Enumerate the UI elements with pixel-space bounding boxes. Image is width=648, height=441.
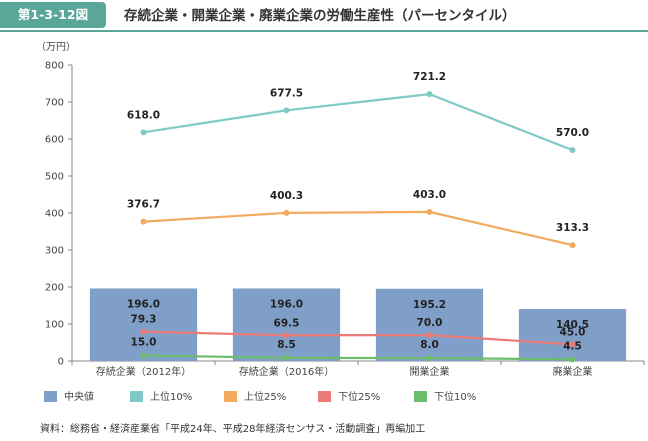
figure-header: 第1-3-12図 存続企業・開業企業・廃業企業の労働生産性（パーセンタイル） <box>0 0 648 30</box>
line-data-label: 15.0 <box>131 336 157 348</box>
series-point <box>569 147 576 154</box>
y-tick-label: 700 <box>45 98 64 109</box>
series-line <box>143 330 573 346</box>
legend-swatch <box>318 391 331 402</box>
y-tick-label: 200 <box>45 283 64 294</box>
series-point <box>140 352 147 359</box>
line-data-label: 70.0 <box>417 317 443 329</box>
figure-title: 存続企業・開業企業・廃業企業の労働生産性（パーセンタイル） <box>124 8 516 24</box>
legend-item: 上位25% <box>224 389 286 407</box>
figure-number-badge: 第1-3-12図 <box>0 2 106 28</box>
y-tick-label: 400 <box>45 209 64 220</box>
series-point <box>140 328 147 335</box>
y-tick-label: 800 <box>45 61 64 72</box>
y-tick-label: 100 <box>45 320 64 331</box>
line-data-label: 403.0 <box>413 189 446 201</box>
legend-item: 中央値 <box>44 389 94 407</box>
source-note: 資料：総務省・経済産業省「平成24年、平成28年経済センサス・活動調査」再編加工 <box>40 424 426 435</box>
series-point <box>426 355 433 362</box>
line-data-label: 570.0 <box>556 127 589 139</box>
line-data-label: 45.0 <box>560 326 586 338</box>
line-data-label: 4.5 <box>563 340 582 352</box>
x-tick-label: 廃業企業 <box>553 365 593 378</box>
series-point <box>283 209 290 216</box>
legend-label: 中央値 <box>64 392 94 403</box>
line-data-label: 313.3 <box>556 222 589 234</box>
line-data-label: 79.3 <box>131 314 157 326</box>
legend-swatch <box>224 391 237 402</box>
series-point <box>569 356 576 363</box>
series-point <box>283 107 290 114</box>
bar-median <box>89 288 198 361</box>
series-point <box>140 218 147 225</box>
series-line <box>143 354 573 361</box>
series-point <box>426 208 433 215</box>
bar-data-label: 196.0 <box>127 298 160 310</box>
legend-label: 下位25% <box>338 392 381 403</box>
y-axis-unit-label: （万円） <box>36 41 76 53</box>
legend-item: 下位25% <box>318 389 380 407</box>
x-tick-label: 存続企業（2016年） <box>239 365 334 378</box>
x-tick-label: 存続企業（2012年） <box>96 365 191 378</box>
legend-label: 下位10% <box>434 392 477 403</box>
legend-item: 上位10% <box>130 389 192 407</box>
legend-swatch <box>130 391 143 402</box>
bar-data-label: 195.2 <box>413 299 446 311</box>
legend-swatch <box>414 391 427 402</box>
bar-median <box>232 288 341 361</box>
line-data-label: 69.5 <box>274 317 300 329</box>
series-point <box>283 332 290 339</box>
y-tick-label: 600 <box>45 135 64 146</box>
bar-median <box>518 309 627 361</box>
legend-swatch <box>44 391 57 402</box>
y-tick-label: 0 <box>58 357 64 368</box>
line-data-label: 8.0 <box>420 339 439 351</box>
series-point <box>283 354 290 361</box>
line-data-label: 677.5 <box>270 87 303 99</box>
bar-data-label: 140.5 <box>556 319 589 331</box>
line-data-label: 618.0 <box>127 109 160 121</box>
legend-item: 下位10% <box>414 389 476 407</box>
line-data-label: 376.7 <box>127 199 160 211</box>
header-divider <box>0 30 648 32</box>
y-tick-label: 500 <box>45 172 64 183</box>
line-data-label: 400.3 <box>270 190 303 202</box>
legend-label: 上位10% <box>150 392 193 403</box>
chart-legend: 中央値 上位10% 上位25% 下位25% 下位10% <box>44 389 644 407</box>
series-point <box>569 341 576 348</box>
series-line <box>143 93 573 152</box>
bar-median <box>375 288 484 361</box>
bar-data-label: 196.0 <box>270 298 303 310</box>
x-tick-label: 開業企業 <box>410 365 450 378</box>
series-point <box>426 332 433 339</box>
series-point <box>140 129 147 136</box>
series-point <box>569 242 576 249</box>
series-point <box>426 91 433 98</box>
y-tick-label: 300 <box>45 246 64 257</box>
legend-label: 上位25% <box>244 392 287 403</box>
line-data-label: 721.2 <box>413 71 446 83</box>
series-line <box>143 210 573 247</box>
line-data-label: 8.5 <box>277 339 296 351</box>
